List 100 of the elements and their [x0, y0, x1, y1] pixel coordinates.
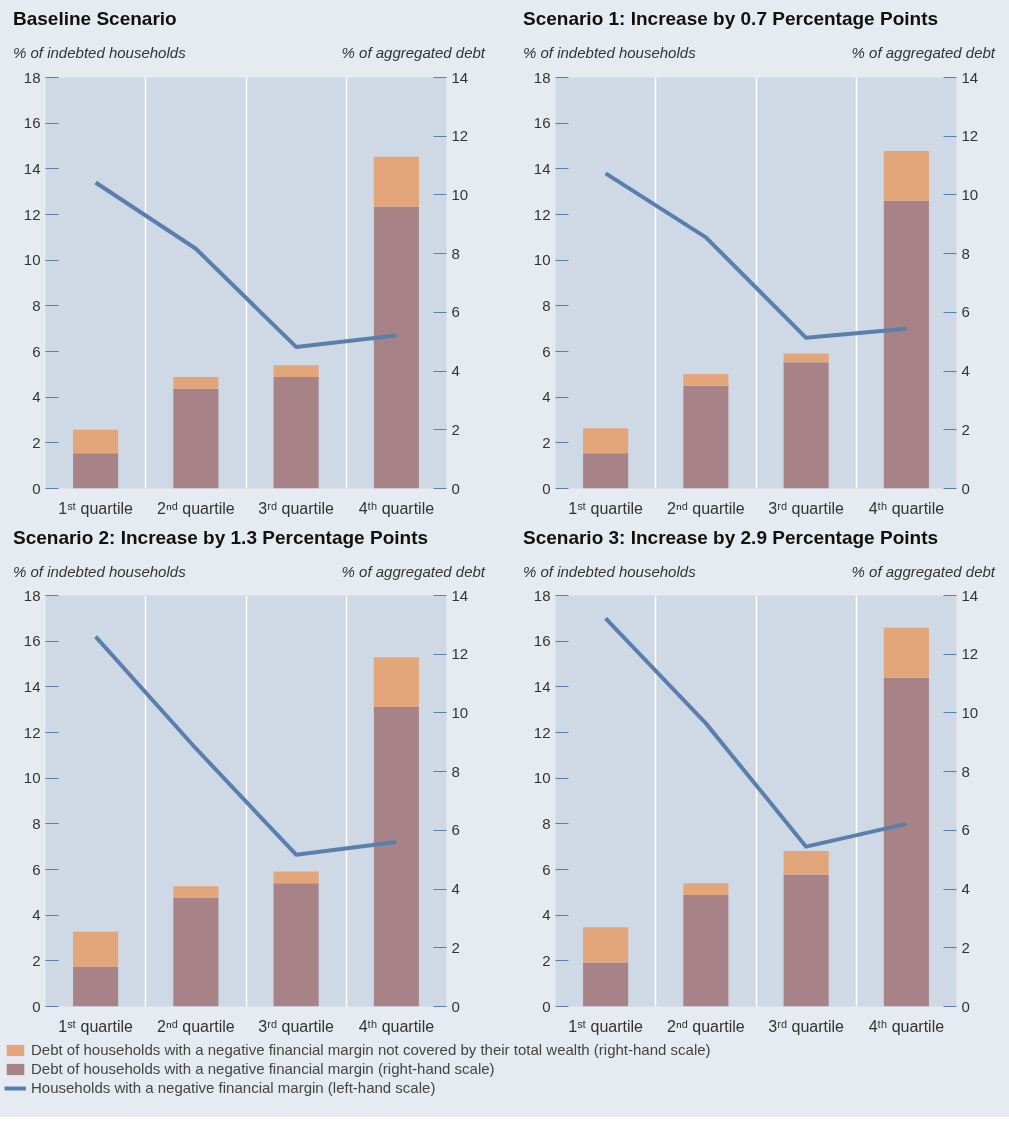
x-tick-label: 1ˢᵗ quartile: [58, 1017, 134, 1035]
x-tick-label: 4ᵗʰ quartile: [358, 499, 435, 517]
line-series: [603, 170, 909, 340]
bar: [173, 886, 219, 898]
y-tick-label: 18: [533, 68, 551, 86]
bar: [73, 452, 119, 489]
y2-tick-label: 10: [961, 704, 979, 722]
x-tick-label: 1ˢᵗ quartile: [568, 499, 644, 517]
y-tick-label: 8: [32, 814, 41, 832]
x-tick-label: 3ʳᵈ quartile: [768, 499, 845, 517]
x-tick-label: 4ᵗʰ quartile: [868, 499, 945, 517]
y-tick-label: 16: [533, 632, 551, 650]
y-tick-label: 14: [533, 159, 551, 177]
y2-tick-label: 6: [451, 821, 460, 839]
y-tick-label: 12: [533, 205, 551, 223]
x-tick-label: 3ʳᵈ quartile: [258, 1017, 335, 1035]
y-tick-label: 18: [23, 586, 41, 604]
x-tick-label: 3ʳᵈ quartile: [768, 1017, 845, 1035]
x-tick-label: 1ˢᵗ quartile: [568, 1017, 644, 1035]
legend-label: Debt of households with a negative financial margin (right-hand scale): [31, 1060, 495, 1078]
y-tick-label: 4: [32, 387, 41, 405]
y-tick-label: 16: [533, 113, 551, 131]
y2-tick-label: 4: [451, 361, 460, 379]
y-tick-label: 14: [533, 677, 551, 695]
bar: [73, 931, 119, 967]
y-tick-label: 8: [542, 814, 551, 832]
y-tick-label: 10: [23, 769, 41, 787]
y-tick-label: 2: [32, 433, 41, 451]
bar: [583, 927, 629, 963]
y-tick-label: 6: [32, 860, 41, 878]
y2-tick-label: 14: [961, 68, 979, 86]
y-tick-label: 16: [23, 113, 41, 131]
line-series: [603, 616, 909, 849]
bar: [273, 883, 319, 1007]
bar: [173, 898, 219, 1007]
y2-axis-title: % of aggregated debt: [851, 561, 995, 582]
bar: [273, 376, 319, 489]
x-tick-label: 1ˢᵗ quartile: [58, 499, 134, 517]
bar: [683, 385, 729, 489]
bar: [173, 376, 219, 389]
y2-axis-title: % of aggregated debt: [341, 43, 485, 64]
y2-tick-label: 0: [451, 479, 460, 497]
y2-tick-label: 0: [451, 997, 460, 1015]
line-series: [93, 180, 399, 349]
y-tick-label: 8: [542, 296, 551, 314]
y2-tick-label: 0: [961, 479, 970, 497]
y2-tick-label: 14: [451, 68, 469, 86]
chart-title: Scenario 2: Increase by 1.3 Percentage Points: [13, 526, 429, 548]
y2-tick-label: 12: [451, 126, 469, 144]
bar: [583, 427, 629, 453]
y2-tick-label: 6: [961, 302, 970, 320]
y-tick-label: 8: [32, 296, 41, 314]
y-tick-label: 0: [542, 997, 551, 1015]
x-tick-label: 2ⁿᵈ quartile: [667, 1017, 745, 1035]
y2-tick-label: 2: [961, 420, 970, 438]
y-axis-title: % of indebted households: [523, 43, 696, 64]
legend-label: Debt of households with a negative financial margin not covered by their total wealth (right-hand scale): [31, 1041, 711, 1059]
x-tick-label: 4ᵗʰ quartile: [868, 1017, 945, 1035]
y2-tick-label: 10: [451, 704, 469, 722]
y2-tick-label: 10: [961, 185, 979, 203]
y2-tick-label: 8: [961, 244, 970, 262]
x-tick-label: 4ᵗʰ quartile: [358, 1017, 435, 1035]
bar: [73, 429, 119, 453]
y2-tick-label: 0: [961, 997, 970, 1015]
y2-tick-label: 14: [451, 586, 469, 604]
y2-tick-label: 10: [451, 185, 469, 203]
chart-title: Scenario 3: Increase by 2.9 Percentage Points: [523, 526, 939, 548]
bar: [683, 883, 729, 896]
y-tick-label: 4: [542, 387, 551, 405]
bar: [373, 657, 419, 708]
x-tick-label: 3ʳᵈ quartile: [258, 499, 335, 517]
y2-tick-label: 12: [961, 645, 979, 663]
y-tick-label: 4: [542, 906, 551, 924]
y-tick-label: 0: [32, 479, 41, 497]
y-tick-label: 16: [23, 632, 41, 650]
bar: [883, 150, 929, 201]
y-tick-label: 18: [23, 68, 41, 86]
x-tick-label: 2ⁿᵈ quartile: [157, 1017, 235, 1035]
line-series: [93, 634, 399, 857]
y2-tick-label: 14: [961, 586, 979, 604]
y2-tick-label: 12: [961, 126, 979, 144]
x-tick-label: 2ⁿᵈ quartile: [157, 499, 235, 517]
y-tick-label: 0: [542, 479, 551, 497]
y-tick-label: 2: [542, 433, 551, 451]
y-tick-label: 4: [32, 906, 41, 924]
y2-tick-label: 4: [961, 361, 970, 379]
bar: [883, 200, 929, 489]
bar: [783, 851, 829, 875]
y-tick-label: 12: [533, 723, 551, 741]
y-axis-title: % of indebted households: [13, 561, 186, 582]
y2-axis-title: % of aggregated debt: [851, 43, 995, 64]
chart-title: Scenario 1: Increase by 0.7 Percentage Points: [523, 8, 939, 29]
y2-tick-label: 4: [451, 880, 460, 898]
y-tick-label: 10: [23, 250, 41, 268]
bar: [883, 677, 929, 1007]
y-axis-title: % of indebted households: [13, 43, 186, 64]
bar: [583, 452, 629, 489]
x-tick-label: 2ⁿᵈ quartile: [667, 499, 745, 517]
y-tick-label: 14: [23, 677, 41, 695]
y-tick-label: 2: [32, 951, 41, 969]
